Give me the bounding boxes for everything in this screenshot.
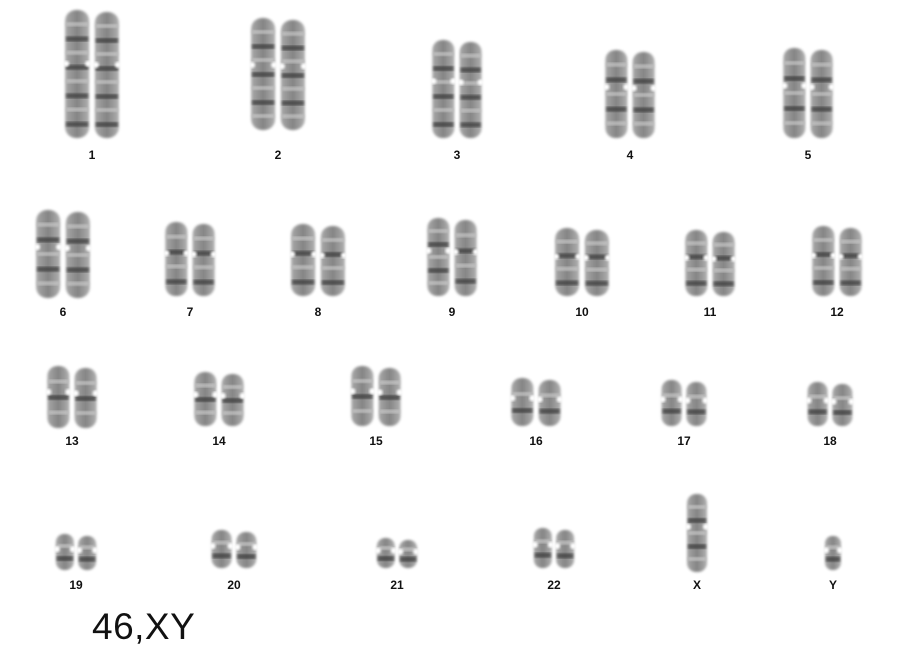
chromosome-label: 15 <box>369 434 383 448</box>
chromosome-label: 3 <box>453 148 461 162</box>
chromosome-8 <box>289 224 347 296</box>
chromosome-label: 20 <box>227 578 241 592</box>
chromosome-10 <box>553 228 611 296</box>
chromosome-label: 11 <box>703 305 717 319</box>
chromosome-label: 9 <box>448 305 456 319</box>
chromosome-label: 6 <box>59 305 67 319</box>
chromosome-label: 4 <box>626 148 634 162</box>
chromosome-label: 19 <box>69 578 83 592</box>
chromosome-22 <box>531 528 577 568</box>
chromosome-label: 22 <box>547 578 561 592</box>
chromosome-18 <box>805 382 855 426</box>
chromosome-label: 16 <box>529 434 543 448</box>
chromosome-label: 21 <box>390 578 404 592</box>
chromosome-label: 5 <box>804 148 812 162</box>
chromosome-11 <box>683 230 737 296</box>
chromosome-label: X <box>692 578 702 592</box>
chromosome-6 <box>34 210 92 298</box>
chromosome-5 <box>781 48 835 138</box>
chromosome-label: 2 <box>274 148 282 162</box>
chromosome-label: 8 <box>314 305 322 319</box>
chromosome-label: 14 <box>212 434 226 448</box>
chromosome-label: 1 <box>88 148 96 162</box>
chromosome-3 <box>430 40 484 138</box>
chromosome-12 <box>810 226 864 296</box>
chromosome-15 <box>349 366 403 426</box>
chromosome-label: 10 <box>575 305 589 319</box>
karyotype-result: 46,XY <box>92 606 196 647</box>
chromosome-y <box>823 536 843 570</box>
chromosome-13 <box>45 366 99 428</box>
chromosome-label: 17 <box>677 434 691 448</box>
chromosome-label: 12 <box>830 305 844 319</box>
chromosome-14 <box>192 372 246 426</box>
chromosome-label: Y <box>828 578 838 592</box>
chromosome-9 <box>425 218 479 296</box>
chromosome-x <box>685 494 709 572</box>
chromosome-4 <box>603 50 657 138</box>
chromosome-label: 13 <box>65 434 79 448</box>
chromosome-1 <box>63 10 121 138</box>
chromosome-21 <box>374 538 420 568</box>
chromosome-16 <box>509 378 563 426</box>
chromosome-19 <box>53 534 99 570</box>
chromosome-label: 18 <box>823 434 837 448</box>
chromosome-17 <box>659 380 709 426</box>
chromosome-7 <box>163 222 217 296</box>
chromosome-20 <box>209 530 259 568</box>
chromosome-label: 7 <box>186 305 194 319</box>
chromosome-2 <box>249 18 307 130</box>
